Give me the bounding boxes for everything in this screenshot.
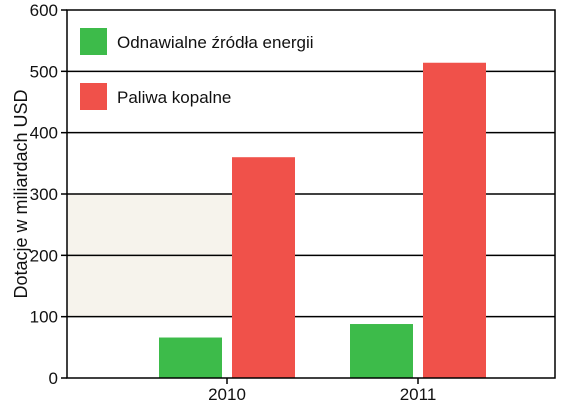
bar-fossil-2010 xyxy=(232,157,295,378)
y-tick-label: 0 xyxy=(49,369,58,388)
y-tick-label: 500 xyxy=(30,62,58,81)
bars xyxy=(159,62,486,378)
y-tick-label: 100 xyxy=(30,308,58,327)
legend-label: Paliwa kopalne xyxy=(117,88,231,107)
y-tick-label: 400 xyxy=(30,124,58,143)
y-axis-ticks: 0 100 200 300 400 500 600 xyxy=(30,1,67,388)
y-axis-label: Dotacje w miliardach USD xyxy=(11,89,31,298)
x-tick-label: 2011 xyxy=(400,385,437,402)
legend-swatch xyxy=(80,83,107,110)
x-axis-ticks: 2010 2011 xyxy=(208,378,436,402)
x-tick-label: 2010 xyxy=(208,385,246,402)
bar-renewables-2011 xyxy=(350,324,413,378)
legend-swatch xyxy=(80,28,107,55)
bar-renewables-2010 xyxy=(159,337,222,378)
y-tick-label: 300 xyxy=(30,185,58,204)
legend: Odnawialne źródła energii Paliwa kopalne xyxy=(80,28,314,110)
y-tick-label: 200 xyxy=(30,246,58,265)
bar-fossil-2011 xyxy=(423,62,486,378)
y-tick-label: 600 xyxy=(30,1,58,20)
legend-label: Odnawialne źródła energii xyxy=(117,33,314,52)
